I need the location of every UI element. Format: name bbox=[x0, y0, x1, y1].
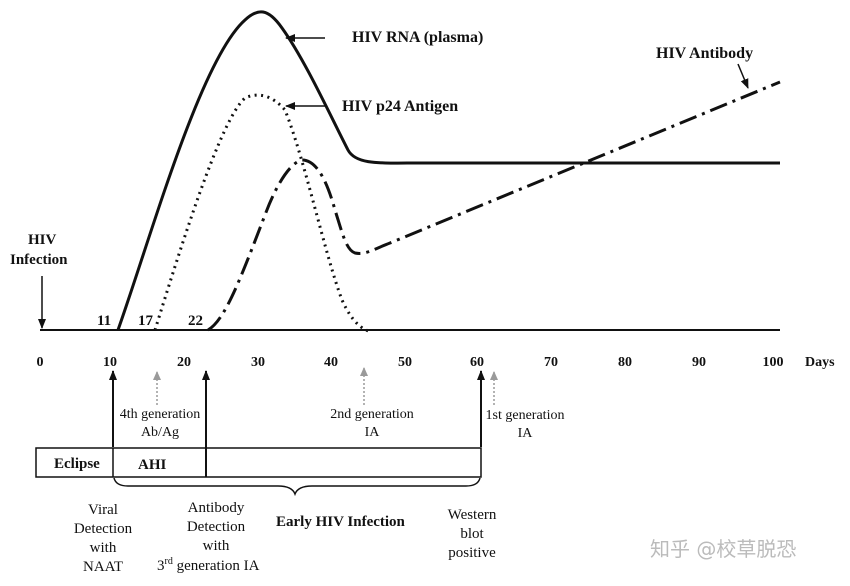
watermark: 知乎 @校草脱恐 bbox=[650, 537, 796, 561]
hiv-rna-label: HIV RNA (plasma) bbox=[352, 29, 483, 46]
hiv-p24-label: HIV p24 Antigen bbox=[342, 98, 458, 115]
antibody-detection-label: Antibody Detection with 3rd generation I… bbox=[157, 500, 260, 574]
start-day-antibody: 22 bbox=[188, 313, 203, 329]
antibody-detection-line: Detection bbox=[187, 519, 246, 535]
start-day-rna: 11 bbox=[97, 313, 111, 329]
western-blot-line: positive bbox=[448, 545, 496, 561]
tick-label: 40 bbox=[324, 355, 338, 370]
eclipse-label: Eclipse bbox=[54, 456, 100, 472]
tick-label: 20 bbox=[177, 355, 191, 370]
fourth-gen-label-line-2: Ab/Ag bbox=[141, 425, 179, 440]
tick-label: 0 bbox=[37, 355, 44, 370]
infection-label-line-1: HIV bbox=[28, 232, 57, 248]
antibody-detection-line: 3rd generation IA bbox=[157, 556, 260, 574]
western-blot-line: Western bbox=[448, 507, 497, 523]
axis-tick-labels: 0 10 20 30 40 50 60 70 80 90 100 bbox=[37, 355, 784, 370]
tick-label: 100 bbox=[763, 355, 784, 370]
western-blot-label: Western blot positive bbox=[448, 507, 497, 561]
second-gen-label-line-1: 2nd generation bbox=[330, 407, 414, 422]
tick-label: 50 bbox=[398, 355, 412, 370]
viral-detection-line: Viral bbox=[88, 502, 118, 518]
hiv-antibody-label: HIV Antibody bbox=[656, 45, 753, 62]
hiv-rna-curve bbox=[116, 10, 780, 331]
phase-bar bbox=[35, 447, 482, 478]
hiv-antibody-curve bbox=[207, 80, 781, 332]
tick-label: 60 bbox=[470, 355, 484, 370]
viral-detection-line: with bbox=[90, 540, 117, 556]
viral-detection-line: NAAT bbox=[83, 559, 123, 575]
axis-unit-label: Days bbox=[805, 355, 835, 370]
ahi-label: AHI bbox=[138, 457, 167, 473]
western-blot-line: blot bbox=[460, 526, 484, 542]
second-gen-label-line-2: IA bbox=[365, 425, 381, 440]
viral-detection-label: Viral Detection with NAAT bbox=[74, 502, 133, 575]
third-number: 3 bbox=[157, 558, 165, 574]
tick-label: 70 bbox=[544, 355, 558, 370]
start-day-p24: 17 bbox=[138, 313, 154, 329]
viral-detection-line: Detection bbox=[74, 521, 133, 537]
tick-label: 90 bbox=[692, 355, 706, 370]
early-infection-label: Early HIV Infection bbox=[276, 514, 406, 530]
tick-label: 10 bbox=[103, 355, 117, 370]
infection-label-line-2: Infection bbox=[10, 252, 68, 268]
tick-label: 80 bbox=[618, 355, 632, 370]
tick-label: 30 bbox=[251, 355, 265, 370]
fourth-gen-label-line-1: 4th generation bbox=[120, 407, 200, 422]
antibody-detection-line: Antibody bbox=[188, 500, 245, 516]
antibody-detection-line: with bbox=[203, 538, 230, 554]
early-infection-brace bbox=[113, 477, 481, 497]
first-gen-label-line-2: IA bbox=[518, 426, 534, 441]
first-gen-label-line-1: 1st generation bbox=[486, 408, 565, 423]
third-suffix: rd bbox=[165, 556, 173, 567]
generation-ia: generation IA bbox=[173, 558, 260, 574]
antibody-label-arrow bbox=[737, 63, 749, 89]
